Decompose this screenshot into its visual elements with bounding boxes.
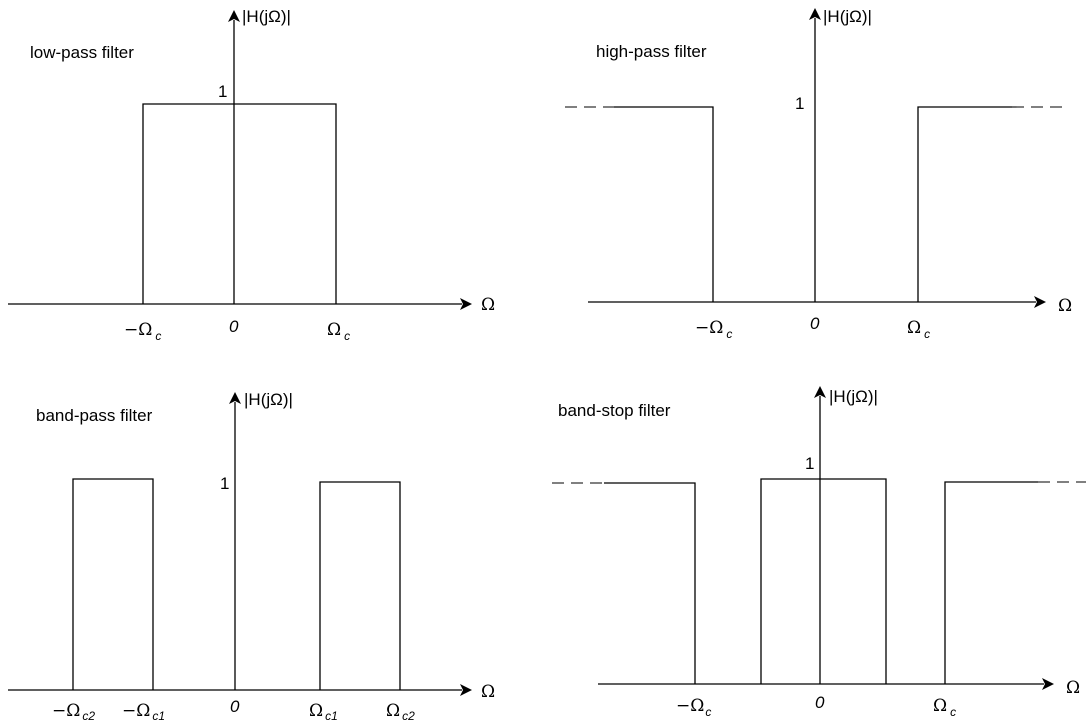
- highpass-tick-zero: 0: [810, 314, 820, 333]
- bandstop-tick-neg-omega-c: −Ωc: [676, 696, 711, 719]
- bandstop-x-arrow: [1042, 678, 1054, 690]
- highpass-x-arrow: [1034, 296, 1046, 308]
- lowpass-passband: [142, 103, 337, 304]
- lowpass-tick-neg-omega-c: −Ω c: [124, 320, 161, 343]
- bandstop-right-band: [944, 481, 1038, 684]
- bandpass-tick-zero: 0: [230, 697, 240, 716]
- highpass-title: high-pass filter: [596, 42, 707, 61]
- lowpass-title: low-pass filter: [30, 43, 134, 62]
- lowpass-y-arrow: [228, 10, 240, 22]
- highpass-level-label: 1: [795, 94, 804, 113]
- bandpass-level-label: 1: [220, 474, 229, 493]
- bandpass-right-band: [319, 481, 401, 690]
- bandstop-y-arrow: [814, 386, 826, 398]
- bandpass-title: band-pass filter: [36, 406, 153, 425]
- bandstop-center-band: [760, 478, 887, 684]
- bandpass-x-label: Ω: [481, 682, 495, 702]
- bandstop-y-label: |H(jΩ)|: [829, 387, 878, 406]
- lowpass-level-label: 1: [218, 82, 227, 101]
- bandpass-tick-neg-omega-c2: −Ω c2: [52, 701, 95, 723]
- bandstop-title: band-stop filter: [558, 401, 671, 420]
- highpass-y-arrow: [809, 8, 821, 20]
- bandpass-tick-neg-omega-c1: −Ω c1: [122, 701, 165, 723]
- bandpass-diagram: band-pass filter |H(jΩ)| 1 Ω −Ω c2 −Ω c1 0…: [8, 390, 495, 723]
- lowpass-tick-zero: 0: [229, 317, 239, 336]
- lowpass-x-arrow: [460, 298, 472, 310]
- lowpass-x-label: Ω: [481, 295, 495, 315]
- bandpass-x-arrow: [460, 684, 472, 696]
- highpass-y-label: |H(jΩ)|: [823, 7, 872, 26]
- bandpass-left-band: [72, 478, 154, 690]
- bandstop-left-band: [604, 482, 696, 684]
- bandpass-y-arrow: [229, 392, 241, 404]
- lowpass-y-label: |H(jΩ)|: [242, 7, 291, 26]
- bandpass-y-label: |H(jΩ)|: [244, 390, 293, 409]
- highpass-tick-neg-omega-c: −Ω c: [695, 318, 732, 341]
- highpass-x-label: Ω: [1058, 296, 1072, 316]
- bandstop-tick-zero: 0: [815, 693, 825, 712]
- bandstop-x-label: Ω: [1066, 678, 1080, 698]
- highpass-left-band: [614, 106, 714, 302]
- bandstop-level-label: 1: [805, 454, 814, 473]
- highpass-right-band: [917, 106, 1012, 302]
